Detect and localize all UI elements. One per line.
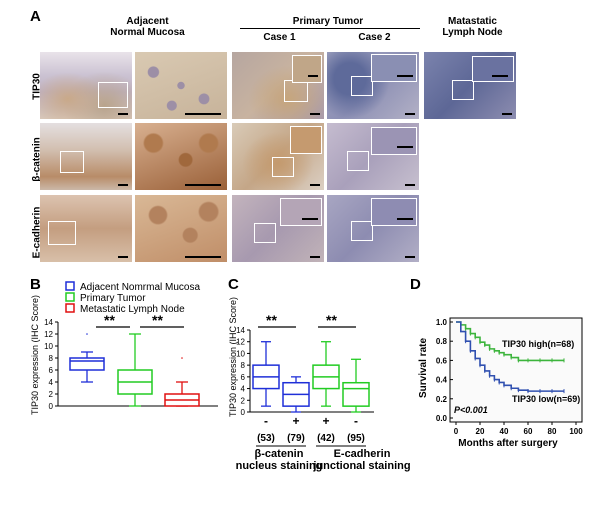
c-ytick-label: 0 (241, 408, 246, 417)
c-group-sign-2: + (292, 414, 299, 428)
b-ytick-label: 12 (44, 330, 53, 339)
sig-b1: ** (104, 312, 115, 328)
b-ytick-label: 4 (49, 378, 54, 387)
b-outlier (181, 357, 183, 359)
legend-swatch-green (65, 292, 75, 302)
micrograph-bcatenin-adjacent-high (135, 123, 227, 190)
panel-d-letter: D (410, 276, 421, 293)
micrograph-ecadherin-case1 (232, 195, 324, 262)
legend-primary: Primary Tumor (80, 293, 146, 304)
header-case-1: Case 1 (263, 32, 296, 43)
d-xtick-label: 0 (454, 427, 459, 436)
boxplot-c: TIP30 expression (IHC Score) 0 2 4 6 8 10 12 14… (228, 297, 374, 447)
micrograph-tip30-case1 (232, 52, 324, 119)
c-group-sign-1: - (264, 414, 268, 428)
c-count-1: (53) (257, 433, 275, 444)
d-xtick-label: 100 (569, 427, 583, 436)
micrograph-tip30-case2 (327, 52, 419, 119)
legend-adjacent: Adjacent Nomrmal Mucosa (80, 282, 200, 293)
c-count-2: (79) (287, 433, 305, 444)
b-ylabel: TIP30 expression (IHC Score) (30, 295, 40, 415)
primary-underline (240, 28, 420, 29)
c-group-label-2: E-cadherin junctional staining (313, 448, 411, 472)
b-outlier (86, 333, 88, 335)
d-ytick-label: 0.8 (436, 337, 448, 346)
b-ytick-label: 2 (49, 390, 54, 399)
legend-swatch-red (65, 303, 75, 313)
d-ytick-label: 0.6 (436, 356, 448, 365)
micrograph-ecadherin-case2 (327, 195, 419, 262)
c-ytick-label: 8 (241, 361, 246, 370)
c-ytick-label: 14 (236, 326, 245, 335)
header-metastatic: Matastatic Lymph Node (442, 16, 503, 38)
b-ytick-label: 6 (49, 366, 54, 375)
c-ytick-label: 4 (241, 385, 246, 394)
d-ytick-label: 1.0 (436, 318, 448, 327)
d-xlabel: Months after surgery (458, 438, 558, 449)
c-count-4: (95) (347, 433, 365, 444)
legend-metastatic: Metastatic Lymph Node (80, 304, 185, 315)
header-primary-tumor: Primary Tumor (292, 16, 364, 27)
micrograph-tip30-adjacent-low (40, 52, 132, 119)
sig-c1: ** (266, 312, 277, 328)
micrograph-ecadherin-adjacent-low (40, 195, 132, 262)
panel-c-letter: C (228, 276, 239, 293)
b-ytick-label: 14 (44, 318, 53, 327)
km-pvalue: P<0.001 (454, 405, 488, 415)
d-xtick-label: 60 (524, 427, 533, 436)
sig-b2: ** (152, 312, 163, 328)
micrograph-ecadherin-adjacent-high (135, 195, 227, 262)
boxplot-b: TIP30 expression (IHC Score) 0 2 4 6 8 10 12 14… (30, 295, 218, 415)
header-case-2: Case 2 (358, 32, 391, 43)
d-ytick-label: 0.2 (436, 395, 448, 404)
panel-b-letter: B (30, 276, 41, 293)
d-xtick-label: 40 (500, 427, 509, 436)
sig-c2: ** (326, 312, 337, 328)
micrograph-bcatenin-case1 (232, 123, 324, 190)
km-label-low: TIP30 low(n=69) (512, 394, 580, 404)
micrograph-tip30-lymph-node (424, 52, 516, 119)
c-group-sign-3: + (322, 414, 329, 428)
b-ytick-label: 0 (49, 402, 54, 411)
km-label-high: TIP30 high(n=68) (502, 339, 574, 349)
km-plot-frame (449, 317, 583, 423)
c-ylabel: TIP30 expression (IHC Score) (228, 297, 238, 417)
km-curve-low (456, 321, 564, 392)
d-xtick-label: 20 (476, 427, 485, 436)
micrograph-bcatenin-adjacent-low (40, 123, 132, 190)
d-ytick-label: 0.4 (436, 376, 448, 385)
legend-b: Adjacent Nomrmal Mucosa Primary Tumor Me… (65, 281, 200, 315)
micrograph-bcatenin-case2 (327, 123, 419, 190)
panel-a-letter: A (30, 8, 41, 25)
b-ytick-label: 8 (49, 354, 54, 363)
d-ytick-label: 0.0 (436, 414, 448, 423)
d-xtick-label: 80 (548, 427, 557, 436)
c-ytick-label: 10 (236, 349, 245, 358)
c-ytick-label: 2 (241, 396, 246, 405)
micrograph-tip30-adjacent-high (135, 52, 227, 119)
header-adjacent: Adjacent Normal Mucosa (110, 16, 185, 38)
c-ytick-label: 6 (241, 373, 246, 382)
b-ytick-label: 10 (44, 342, 53, 351)
c-count-3: (42) (317, 433, 335, 444)
c-group-sign-4: - (354, 414, 358, 428)
km-plot-d: Survival rate Months after surgery 0.0 0.… (418, 317, 583, 449)
d-ylabel: Survival rate (418, 338, 429, 398)
legend-swatch-blue (65, 281, 75, 291)
c-ytick-label: 12 (236, 338, 245, 347)
b-box (69, 357, 105, 371)
c-box (342, 381, 370, 407)
c-group-label-1: β-catenin nucleus staining (235, 448, 323, 472)
